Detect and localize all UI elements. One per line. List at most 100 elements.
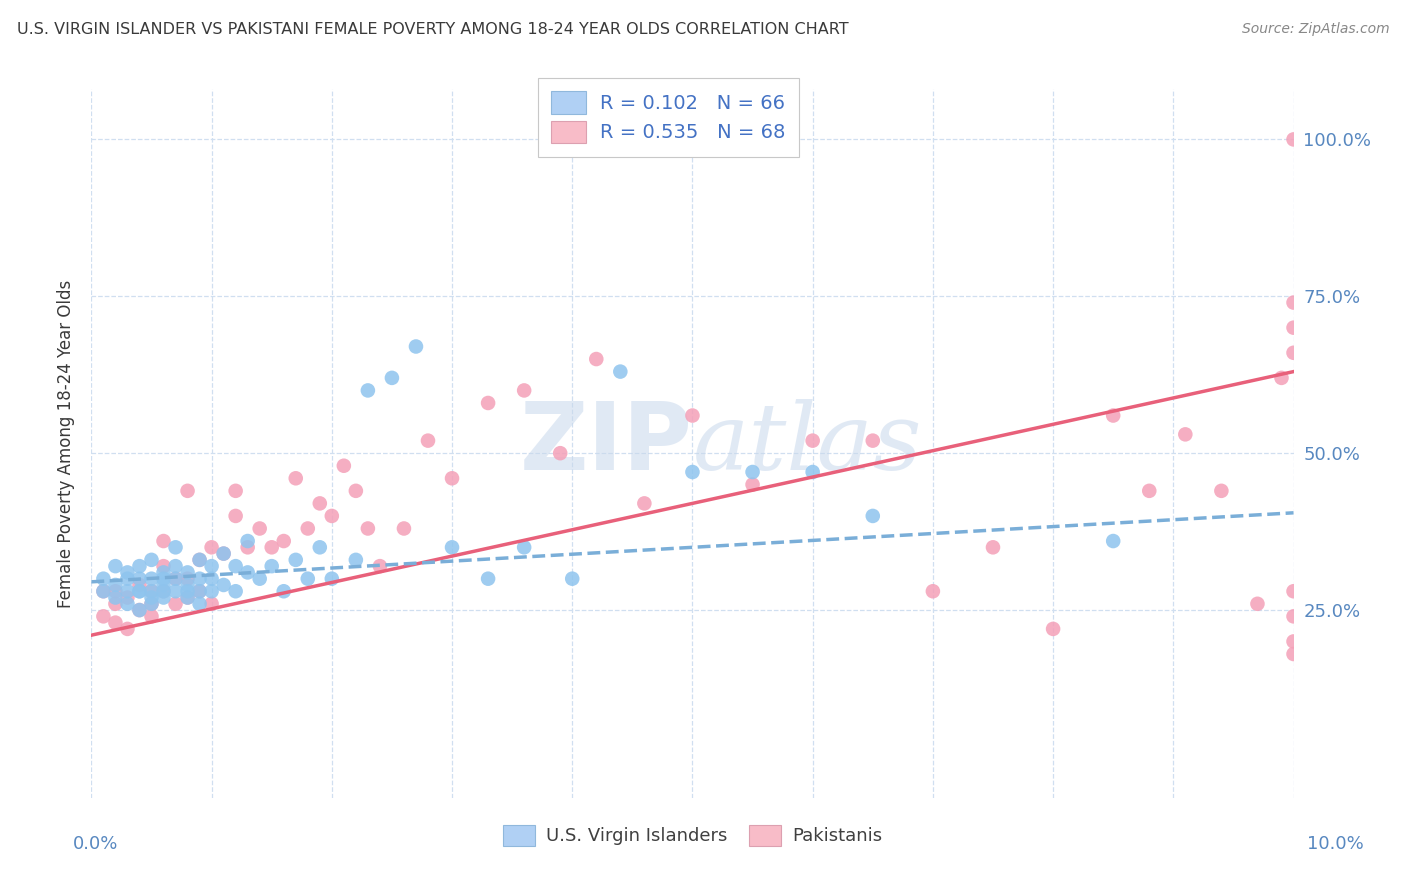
Point [93,584,115,599]
Point [165,572,187,586]
Point [152,534,174,549]
Point [308,496,330,510]
Point [561,572,583,586]
Point [1282,647,1305,661]
Point [1042,622,1064,636]
Point [104,591,127,605]
Point [1282,320,1305,334]
Point [117,597,139,611]
Legend: U.S. Virgin Islanders, Pakistanis: U.S. Virgin Islanders, Pakistanis [495,818,890,853]
Point [862,508,884,523]
Point [260,559,283,574]
Point [1137,483,1160,498]
Point [188,553,211,567]
Point [188,553,211,567]
Point [212,578,235,592]
Point [141,597,163,611]
Point [1211,483,1233,498]
Point [236,541,259,555]
Point [681,465,703,479]
Point [201,559,224,574]
Point [201,572,224,586]
Point [477,572,499,586]
Point [1102,409,1125,423]
Point [801,434,824,448]
Text: atlas: atlas [692,399,922,489]
Point [236,534,259,549]
Text: 0.0%: 0.0% [73,835,118,853]
Point [212,547,235,561]
Point [152,566,174,580]
Point [152,578,174,592]
Point [440,471,463,485]
Point [212,547,235,561]
Point [176,591,198,605]
Point [104,597,127,611]
Point [1102,534,1125,549]
Point [201,584,224,599]
Point [1270,371,1292,385]
Point [152,584,174,599]
Point [273,534,295,549]
Point [273,584,295,599]
Point [128,572,150,586]
Point [165,584,187,599]
Point [862,434,884,448]
Text: Source: ZipAtlas.com: Source: ZipAtlas.com [1241,22,1389,37]
Point [1282,345,1305,359]
Point [225,508,247,523]
Point [381,371,404,385]
Point [1282,584,1305,599]
Point [176,566,198,580]
Point [284,471,307,485]
Point [141,553,163,567]
Point [188,584,211,599]
Point [321,572,343,586]
Point [188,584,211,599]
Point [333,458,356,473]
Point [188,597,211,611]
Point [128,603,150,617]
Text: 10.0%: 10.0% [1308,835,1364,853]
Point [152,591,174,605]
Point [1246,597,1268,611]
Point [308,541,330,555]
Point [176,572,198,586]
Point [117,622,139,636]
Point [801,465,824,479]
Point [128,584,150,599]
Point [633,496,655,510]
Point [117,591,139,605]
Point [176,584,198,599]
Point [741,477,763,491]
Point [225,483,247,498]
Point [176,578,198,592]
Point [548,446,571,460]
Point [128,578,150,592]
Point [1282,295,1305,310]
Y-axis label: Female Poverty Among 18-24 Year Olds: Female Poverty Among 18-24 Year Olds [56,280,75,607]
Point [128,584,150,599]
Point [128,603,150,617]
Point [93,609,115,624]
Point [1282,609,1305,624]
Point [513,384,536,398]
Point [681,409,703,423]
Point [249,521,271,535]
Point [513,541,536,555]
Point [284,553,307,567]
Point [141,597,163,611]
Point [104,578,127,592]
Point [104,584,127,599]
Point [344,483,367,498]
Point [477,396,499,410]
Point [152,572,174,586]
Point [201,597,224,611]
Point [141,591,163,605]
Point [405,339,427,353]
Point [176,483,198,498]
Point [260,541,283,555]
Point [981,541,1004,555]
Point [141,584,163,599]
Point [236,566,259,580]
